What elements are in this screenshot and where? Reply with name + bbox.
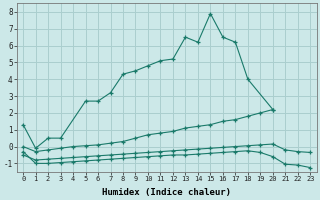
X-axis label: Humidex (Indice chaleur): Humidex (Indice chaleur): [102, 188, 231, 197]
